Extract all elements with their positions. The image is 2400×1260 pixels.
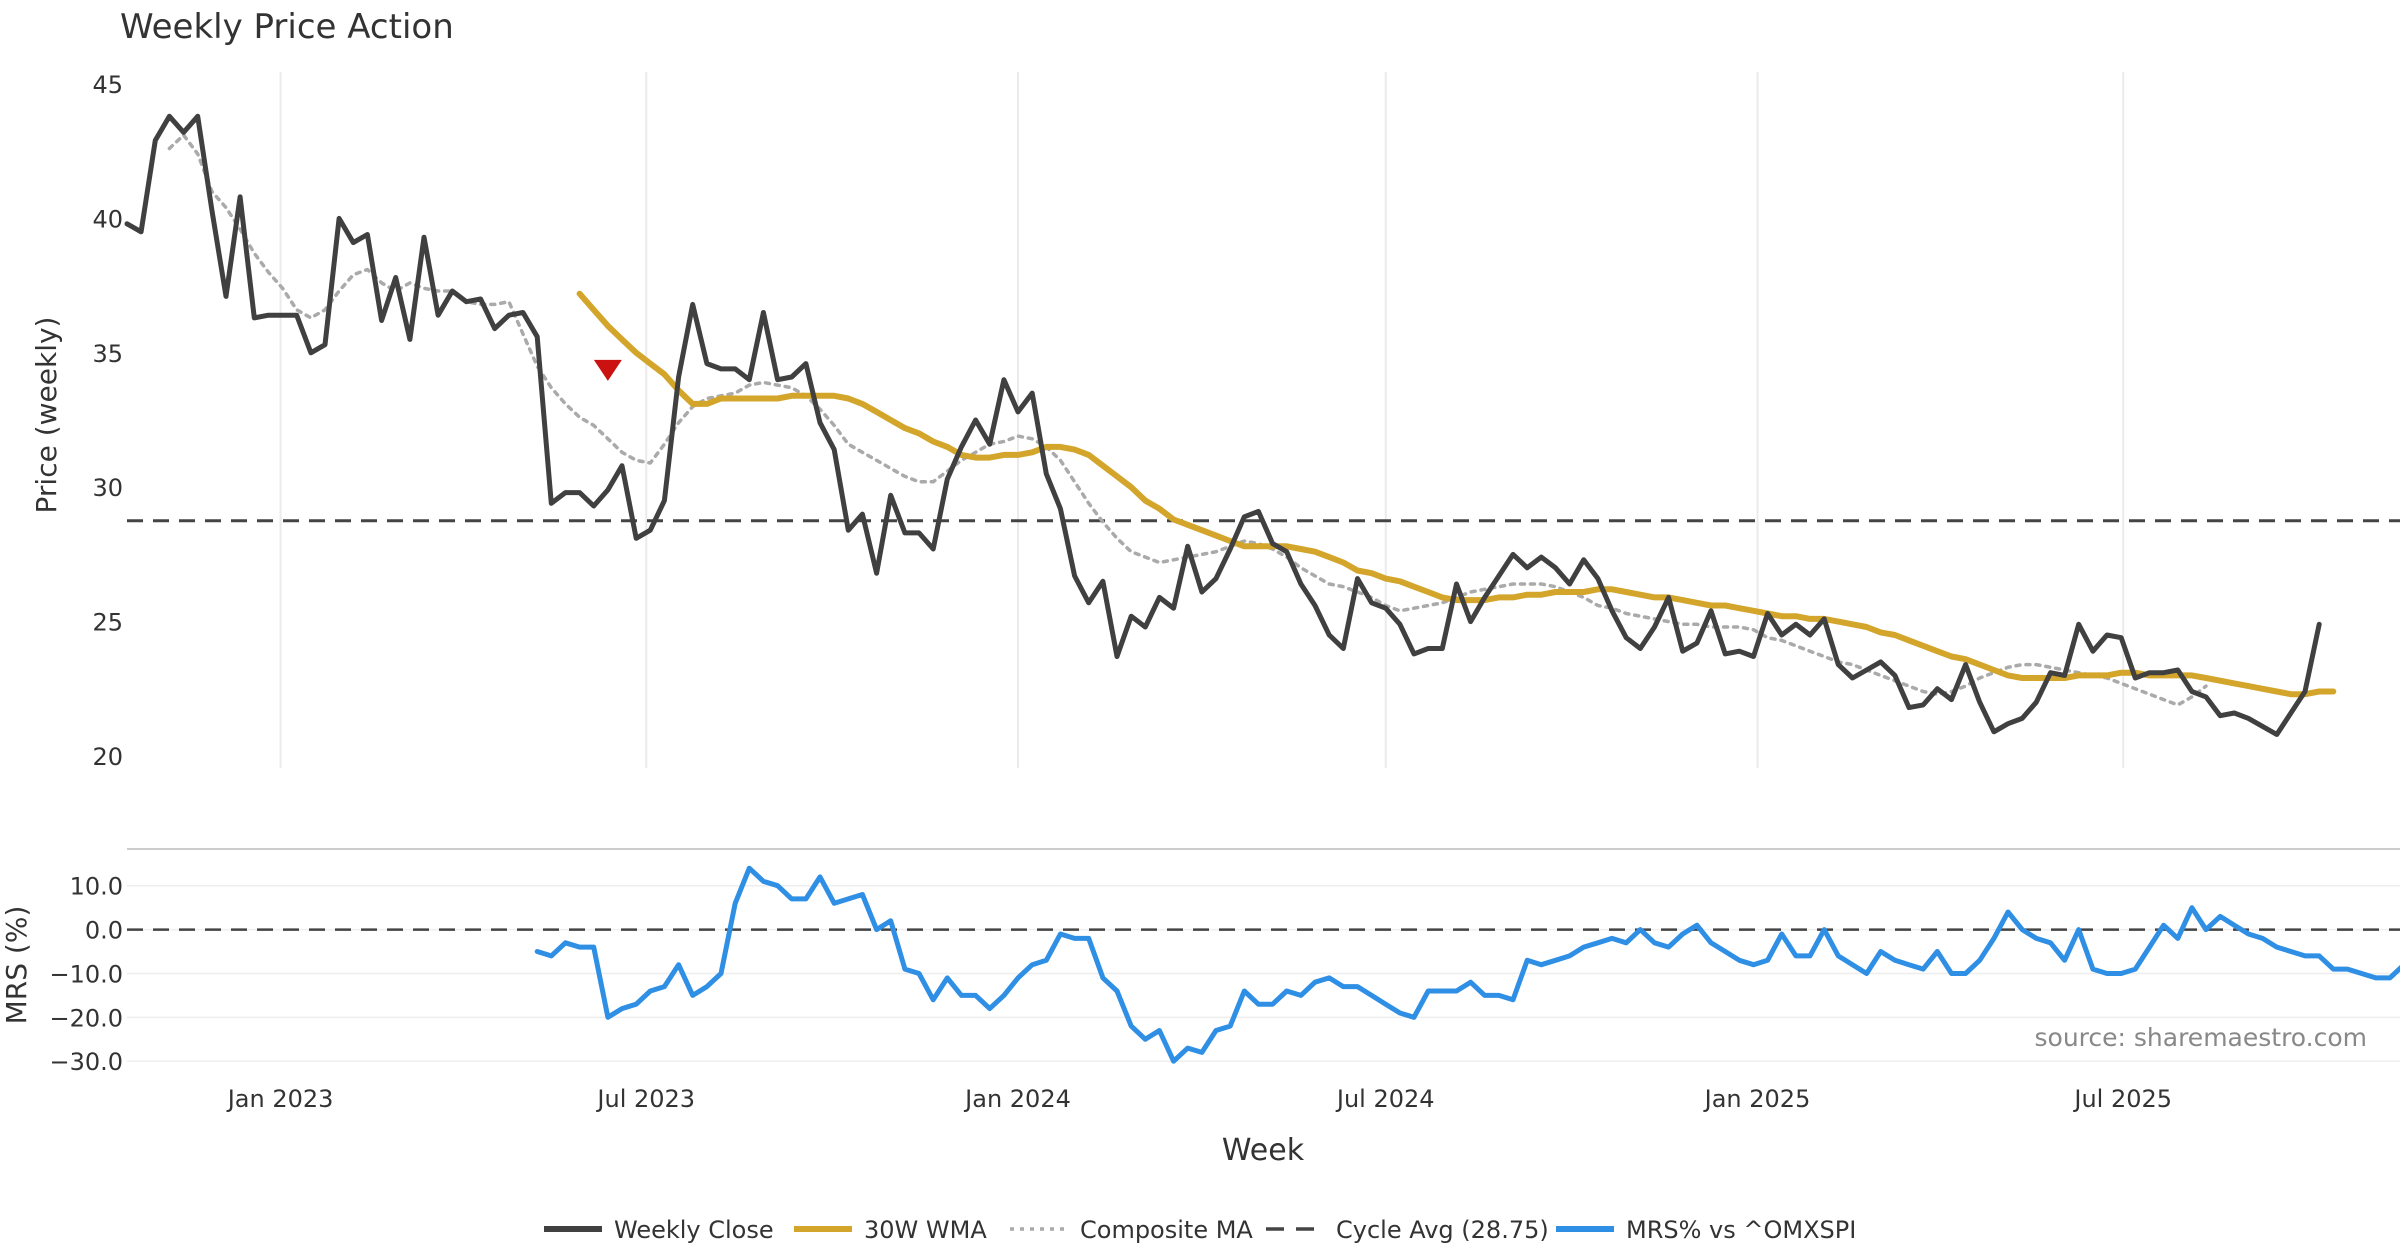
price-y-tick-label: 25 [92,609,123,637]
x-tick-label: Jul 2024 [1335,1085,1435,1113]
price-gridlines [279,72,2125,768]
mrs-series-group [534,865,2400,1064]
legend-item-mrs-vs-omxspi: MRS% vs ^OMXSPI [1556,1216,1856,1244]
x-tick-label: Jan 2024 [963,1085,1071,1113]
price-y-tick-label: 40 [92,205,123,233]
price-y-tick-label: 35 [92,340,123,368]
legend-item-cycle-avg-28-75: Cycle Avg (28.75) [1266,1216,1549,1244]
mrs-y-tick-label: −30.0 [49,1048,123,1076]
price-panel: Weekly Price Action Price (weekly) 20 25 3… [30,7,2400,771]
mrs-y-tick-label: 0.0 [85,917,123,945]
price-y-tick-label: 45 [92,71,123,99]
x-tick-label: Jul 2025 [2072,1085,2172,1113]
price-chart-title: Weekly Price Action [120,7,454,47]
price-y-axis-label: Price (weekly) [30,317,63,514]
price-y-ticks: 20 25 30 35 40 45 [92,71,123,771]
x-axis-label: Week [1222,1133,1305,1168]
legend: Weekly Close 30W WMA Composite MA Cycle Avg… [544,1216,1856,1244]
price-series-group [124,113,2400,737]
legend-label: 30W WMA [864,1216,987,1244]
weekly-close-line [124,113,2322,737]
legend-label: Weekly Close [614,1216,774,1244]
mrs-panel: MRS (%) 10.0 0.0 −10.0 −20.0 −30.0 source: s… [0,848,2400,1077]
x-tick-label: Jan 2025 [1703,1085,1811,1113]
mrs-y-tick-label: −10.0 [49,960,123,988]
price-markers [593,359,622,381]
mrs-y-ticks: 10.0 0.0 −10.0 −20.0 −30.0 [49,873,123,1077]
legend-item-30w-wma: 30W WMA [794,1216,987,1244]
legend-label: MRS% vs ^OMXSPI [1626,1216,1856,1244]
price-y-tick-label: 30 [92,474,123,502]
legend-label: Composite MA [1080,1216,1253,1244]
mrs-y-axis-label: MRS (%) [0,906,33,1025]
source-annotation: source: sharemaestro.com [2035,1023,2368,1052]
sell-signal-marker [593,359,622,381]
mrs-y-tick-label: −20.0 [49,1004,123,1032]
legend-item-weekly-close: Weekly Close [544,1216,774,1244]
x-tick-label: Jul 2023 [595,1085,695,1113]
mrs-vs-omxspi-line [534,865,2400,1064]
mrs-y-tick-label: 10.0 [70,873,123,901]
x-tick-label: Jan 2023 [226,1085,334,1113]
legend-label: Cycle Avg (28.75) [1336,1216,1549,1244]
30w-wma-line [576,290,2337,698]
price-y-tick-label: 20 [92,743,123,771]
legend-item-composite-ma: Composite MA [1010,1216,1253,1244]
x-axis-ticks: Jan 2023 Jul 2023 Jan 2024 Jul 2024 Jan 2025… [226,1085,2172,1113]
